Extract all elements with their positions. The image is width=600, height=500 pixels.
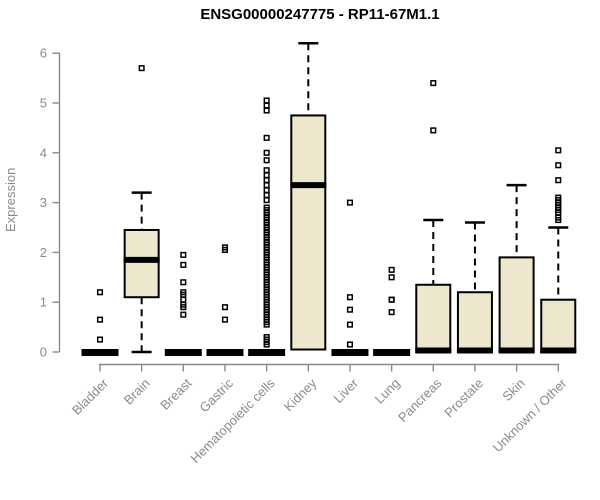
- y-tick-label: 6: [40, 46, 47, 61]
- y-tick-label: 3: [40, 195, 47, 210]
- collapsed-box: [373, 349, 411, 356]
- iqr-box: [123, 228, 160, 299]
- outlier-point: [263, 172, 270, 179]
- x-tick-label: Lung: [372, 376, 403, 407]
- boxplot-liver: [331, 199, 369, 356]
- outlier-point: [346, 199, 354, 206]
- outlier-point: [180, 311, 187, 318]
- boxplot-breast: [164, 251, 202, 356]
- x-tick-label: Brain: [121, 376, 153, 408]
- boxplot-skin: [498, 183, 535, 354]
- y-tick-label: 4: [40, 145, 47, 160]
- outlier-point: [555, 177, 562, 184]
- collapsed-box: [81, 349, 119, 356]
- x-tick-label: Kidney: [281, 375, 320, 414]
- outlier-point: [263, 97, 270, 104]
- boxplot-bladder: [81, 289, 119, 356]
- outlier-point: [96, 336, 104, 343]
- outlier-point: [96, 289, 104, 296]
- boxplot-hematopoietic-cells: [248, 97, 286, 356]
- outlier-point: [180, 251, 187, 258]
- boxplot-unknown-other: [540, 147, 577, 354]
- outlier-point: [346, 294, 354, 301]
- outlier-point: [346, 321, 354, 328]
- outlier-point: [555, 216, 562, 224]
- x-tick-label: Skin: [499, 376, 527, 404]
- outlier-point: [180, 279, 187, 286]
- outlier-point: [388, 266, 395, 273]
- outlier-point: [263, 134, 270, 141]
- outlier-point: [263, 177, 270, 184]
- boxplot-pancreas: [415, 80, 452, 354]
- outlier-point: [96, 316, 104, 323]
- outlier-point: [180, 304, 187, 311]
- outlier-point: [221, 316, 229, 323]
- boxplot-gastric: [206, 244, 244, 356]
- x-tick-label: Prostate: [441, 376, 486, 421]
- chart-title: ENSG00000247775 - RP11-67M1.1: [200, 6, 440, 23]
- iqr-box: [290, 114, 327, 351]
- outlier-point: [263, 167, 270, 174]
- outlier-point: [263, 107, 270, 114]
- boxplot-prostate: [456, 221, 493, 354]
- outlier-point: [388, 296, 395, 303]
- outlier-point: [430, 127, 437, 134]
- y-axis: 0 1 2 3 4 5 6: [40, 46, 61, 360]
- outlier-point: [388, 309, 395, 316]
- outlier-point: [263, 187, 270, 194]
- outlier-point: [555, 147, 562, 154]
- outlier-point: [555, 162, 562, 169]
- outlier-point: [263, 149, 270, 156]
- outlier-point: [221, 304, 229, 311]
- outlier-point: [138, 65, 145, 72]
- outlier-point: [221, 246, 229, 253]
- boxplot-kidney: [290, 41, 327, 351]
- outlier-point: [263, 321, 270, 328]
- iqr-box: [415, 283, 452, 353]
- y-tick-label: 0: [40, 345, 47, 360]
- outlier-point: [263, 341, 270, 348]
- outlier-point: [346, 341, 354, 348]
- outlier-point: [180, 261, 187, 268]
- iqr-box: [540, 298, 577, 353]
- x-tick-label: Unknown / Other: [490, 375, 570, 455]
- outlier-point: [263, 192, 270, 199]
- collapsed-box: [248, 349, 286, 356]
- outlier-point: [263, 157, 270, 164]
- outlier-point: [180, 296, 187, 303]
- outlier-point: [388, 274, 395, 281]
- collapsed-box: [331, 349, 369, 356]
- x-tick-label: Gastric: [196, 375, 236, 415]
- iqr-box: [456, 291, 493, 353]
- collapsed-box: [164, 349, 202, 356]
- boxplot-lung: [373, 266, 411, 356]
- x-tick-label: Liver: [331, 375, 362, 406]
- outlier-point: [346, 306, 354, 313]
- y-tick-label: 1: [40, 295, 47, 310]
- outlier-point: [263, 182, 270, 189]
- collapsed-box: [206, 349, 244, 356]
- iqr-box: [498, 256, 535, 354]
- outlier-point: [263, 197, 270, 204]
- y-tick-label: 5: [40, 96, 47, 111]
- y-tick-label: 2: [40, 245, 47, 260]
- x-tick-label: Breast: [157, 375, 194, 412]
- x-tick-label: Pancreas: [395, 375, 445, 425]
- outlier-point: [263, 102, 270, 109]
- boxplot-brain: [123, 65, 160, 354]
- outlier-point: [430, 80, 437, 87]
- x-tick-label: Bladder: [69, 375, 112, 418]
